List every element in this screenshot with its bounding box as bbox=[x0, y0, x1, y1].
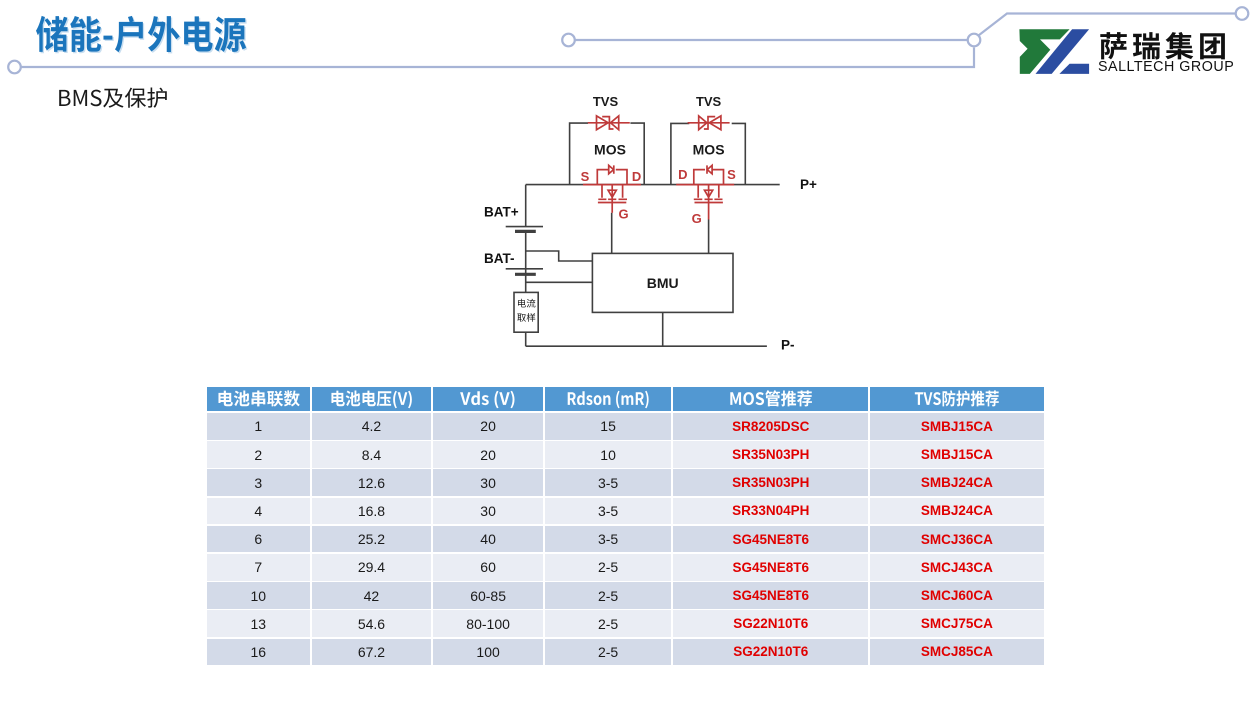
svg-text:G: G bbox=[692, 211, 702, 226]
svg-text:BAT+: BAT+ bbox=[484, 205, 519, 220]
svg-text:G: G bbox=[619, 207, 629, 222]
svg-text:MOS: MOS bbox=[693, 142, 725, 158]
svg-text:TVS: TVS bbox=[696, 94, 722, 109]
svg-text:MOS: MOS bbox=[594, 142, 626, 158]
svg-text:P+: P+ bbox=[800, 177, 817, 192]
svg-text:D: D bbox=[632, 169, 641, 184]
svg-text:BAT-: BAT- bbox=[484, 251, 515, 266]
svg-text:BMU: BMU bbox=[647, 275, 679, 291]
svg-text:TVS: TVS bbox=[593, 94, 619, 109]
svg-text:S: S bbox=[581, 169, 590, 184]
svg-text:D: D bbox=[678, 167, 687, 182]
svg-text:P-: P- bbox=[781, 338, 795, 353]
svg-text:S: S bbox=[727, 167, 736, 182]
